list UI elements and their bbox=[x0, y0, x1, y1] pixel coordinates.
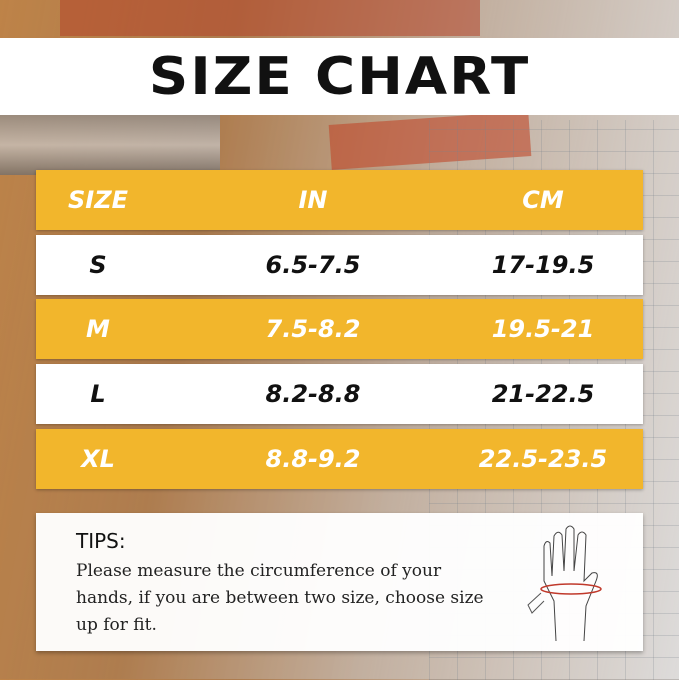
table-header: SIZE IN CM bbox=[36, 170, 643, 230]
cell-cm: 21-22.5 bbox=[491, 380, 595, 408]
table-row: L 8.2-8.8 21-22.5 bbox=[36, 364, 643, 424]
cell-cm: 19.5-21 bbox=[491, 315, 595, 343]
page-title: SIZE CHART bbox=[148, 46, 531, 107]
cell-in: 6.5-7.5 bbox=[265, 251, 361, 279]
hand-measure-icon bbox=[527, 525, 602, 642]
tips-body: Please measure the circumference of your… bbox=[76, 561, 484, 635]
cell-size: S bbox=[89, 251, 107, 279]
cell-in: 8.8-9.2 bbox=[265, 445, 361, 473]
tips-heading: TIPS: bbox=[76, 529, 126, 553]
cell-in: 8.2-8.8 bbox=[265, 380, 361, 408]
cell-size: L bbox=[90, 380, 106, 408]
cell-cm: 17-19.5 bbox=[491, 251, 595, 279]
background-tool bbox=[0, 115, 220, 175]
background-tool bbox=[60, 0, 480, 36]
cell-size: M bbox=[86, 315, 110, 343]
cell-in: 7.5-8.2 bbox=[265, 315, 361, 343]
header-size: SIZE bbox=[67, 186, 129, 214]
table-row: S 6.5-7.5 17-19.5 bbox=[36, 235, 643, 295]
cell-size: XL bbox=[81, 445, 115, 473]
header-in: IN bbox=[298, 186, 328, 214]
title-band: SIZE CHART bbox=[0, 38, 679, 115]
table-row: M 7.5-8.2 19.5-21 bbox=[36, 299, 643, 359]
cell-cm: 22.5-23.5 bbox=[478, 445, 608, 473]
table-row: XL 8.8-9.2 22.5-23.5 bbox=[36, 429, 643, 489]
header-cm: CM bbox=[522, 186, 564, 214]
tips-box: TIPS: Please measure the circumference o… bbox=[36, 513, 643, 651]
